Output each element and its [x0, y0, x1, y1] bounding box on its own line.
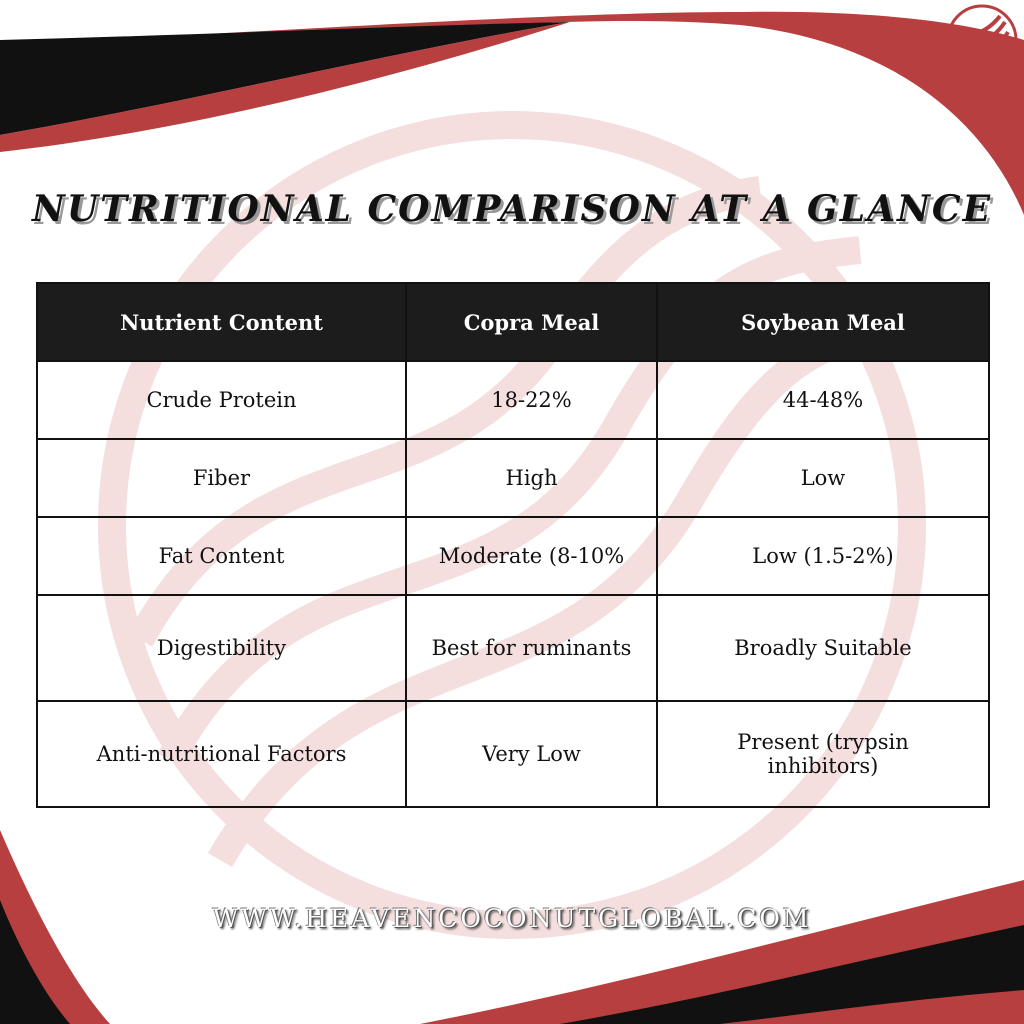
- table-cell: Fat Content: [36, 516, 407, 596]
- logo: [946, 4, 1018, 76]
- table-cell: Anti-nutritional Factors: [36, 700, 407, 808]
- swoosh-red-br2: [720, 990, 1024, 1024]
- table-cell: Crude Protein: [36, 360, 407, 440]
- table-cell: Present (trypsin inhibitors): [656, 700, 990, 808]
- table-cell: Broadly Suitable: [656, 594, 990, 702]
- table-cell: Very Low: [405, 700, 658, 808]
- table-cell: Fiber: [36, 438, 407, 518]
- table-cell: 18-22%: [405, 360, 658, 440]
- table-cell: Best for ruminants: [405, 594, 658, 702]
- table-cell: Digestibility: [36, 594, 407, 702]
- swoosh-black-br: [560, 925, 1024, 1024]
- table-cell: Moderate (8-10%: [405, 516, 658, 596]
- table-cell: High: [405, 438, 658, 518]
- header-row: Nutrient Content Copra Meal Soybean Meal: [36, 282, 990, 362]
- comparison-table: Nutrient Content Copra Meal Soybean Meal…: [36, 282, 990, 808]
- website: WWW.HEAVENCOCONUTGLOBAL.COM: [212, 904, 812, 933]
- column-header: Nutrient Content: [36, 282, 407, 362]
- swoosh-black-bl: [0, 900, 70, 1024]
- logo-mark: [956, 14, 1010, 68]
- table-cell: Low (1.5-2%): [656, 516, 990, 596]
- column-header: Soybean Meal: [656, 282, 990, 362]
- table-cell: Low: [656, 438, 990, 518]
- title: NUTRITIONAL COMPARISON AT A GLANCE: [31, 188, 993, 230]
- table-row: Anti-nutritional Factors Very Low Present …: [36, 700, 990, 808]
- column-header: Copra Meal: [405, 282, 658, 362]
- table-row: Fat Content Moderate (8-10% Low (1.5-2%): [36, 516, 990, 596]
- swoosh-white: [0, 0, 1024, 45]
- table-row: Fiber High Low: [36, 438, 990, 518]
- table-cell: 44-48%: [656, 360, 990, 440]
- swoosh-black: [0, 22, 570, 135]
- table-row: Crude Protein 18-22% 44-48%: [36, 360, 990, 440]
- swoosh-red-thin: [0, 22, 570, 152]
- table-row: Digestibility Best for ruminants Broadly S…: [36, 594, 990, 702]
